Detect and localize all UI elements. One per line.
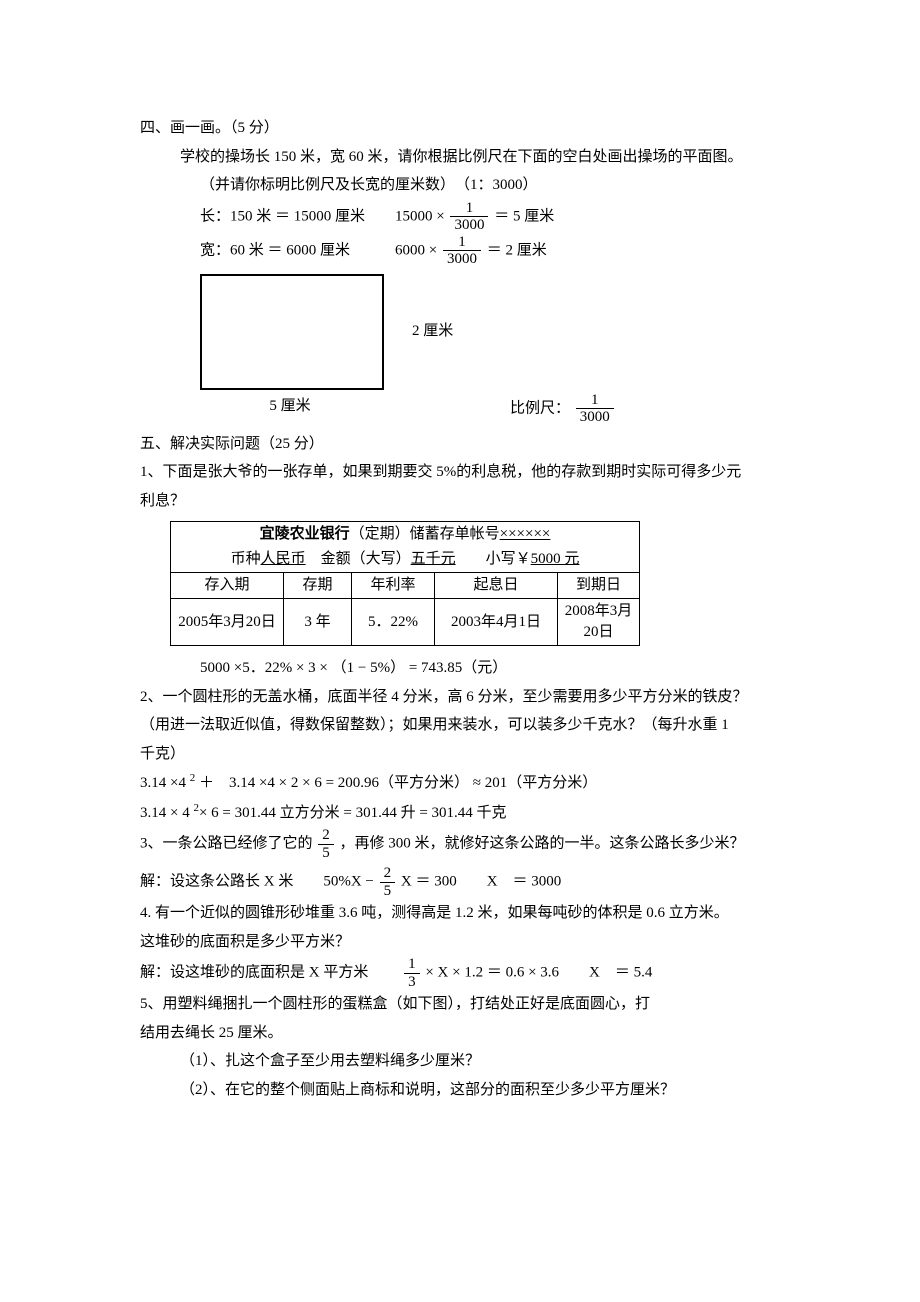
deposit-table: 宜陵农业银行（定期）储蓄存单帐号×××××× 币种人民币 金额（大写）五千元 小… — [170, 521, 640, 646]
q2-l3: 千克） — [140, 740, 780, 769]
cell-d3: 5．22% — [352, 599, 435, 646]
q2-c1: 3.14 ×4 2 ＋ 3.14 ×4 × 2 × 6 = 200.96（平方分… — [140, 768, 780, 798]
frac-num: 2 — [380, 865, 396, 883]
spacer — [380, 392, 510, 426]
section-5-title: 五、解决实际问题（25 分） — [140, 430, 780, 459]
frac-num: 1 — [443, 234, 481, 252]
rectangle-diagram: 2 厘米 — [140, 274, 780, 390]
q4-sol-pre: 解：设这堆砂的底面积是 X 平方米 — [140, 964, 398, 980]
frac-den: 5 — [318, 845, 334, 862]
bank-row-2: 币种人民币 金额（大写）五千元 小写￥5000 元 — [171, 547, 640, 573]
q2-l2: （用进一法取近似值，得数保留整数）；如果用来装水，可以装多少千克水？（每升水重 … — [140, 711, 780, 740]
q3-sol-pre: 解：设这条公路长 X 米 50%X − — [140, 873, 378, 889]
frac-den: 3 — [404, 974, 420, 991]
col-h2: 存期 — [284, 573, 352, 599]
bank-header-row: 宜陵农业银行（定期）储蓄存单帐号×××××× — [171, 522, 640, 548]
frac-num: 2 — [318, 827, 334, 845]
scale-label-wrap: 比例尺： 1 3000 — [510, 392, 616, 426]
currency-val: 人民币 — [261, 551, 306, 567]
rect-captions: 5 厘米 比例尺： 1 3000 — [140, 392, 780, 426]
bank-acct: ×××××× — [500, 526, 551, 542]
frac-num: 1 — [450, 200, 488, 218]
currency-label: 币种 — [231, 551, 261, 567]
q3-mid: ，再修 300 米，就修好这条公路的一半。这条公路长多少米？ — [340, 835, 745, 851]
q2-c2: 3.14 × 4 2× 6 = 301.44 立方分米 = 301.44 升 =… — [140, 798, 780, 828]
q4-sol: 解：设这堆砂的底面积是 X 平方米 1 3 × X × 1.2 ＝ 0.6 × … — [140, 956, 780, 990]
s4-length-suffix: ＝ 5 厘米 — [494, 208, 554, 224]
cell-d2: 3 年 — [284, 599, 352, 646]
q3-pre: 3、一条公路已经修了它的 — [140, 835, 313, 851]
cell-d4: 2003年4月1日 — [435, 599, 558, 646]
rect-height-label: 2 厘米 — [412, 317, 453, 346]
q1-line-b: 利息？ — [140, 487, 780, 516]
q5-s1: （1）、扎这个盒子至少用去塑料绳多少厘米？ — [140, 1047, 780, 1076]
q5-l1: 5、用塑料绳捆扎一个圆柱形的蛋糕盒（如下图），打结处正好是底面圆心，打 — [140, 990, 780, 1019]
frac-den: 3000 — [450, 217, 488, 234]
section-4-title: 四、画一画。（5 分） — [140, 114, 780, 143]
q2-c1b: ＋ 3.14 ×4 × 2 × 6 = 200.96（平方分米） ≈ 201（平… — [195, 775, 597, 791]
q2-c1a: 3.14 ×4 — [140, 775, 190, 791]
s4-desc-2: （并请你标明比例尺及长宽的厘米数） （1：3000） — [140, 171, 780, 200]
cell-d1: 2005年3月20日 — [171, 599, 284, 646]
fraction-1-3000: 1 3000 — [450, 200, 488, 234]
q4-l1: 4. 有一个近似的圆锥形砂堆重 3.6 吨，测得高是 1.2 米，如果每吨砂的体… — [140, 899, 780, 928]
fraction-1-3: 1 3 — [404, 956, 420, 990]
q3-sol: 解：设这条公路长 X 米 50%X − 2 5 X ＝ 300 X ＝ 3000 — [140, 865, 780, 899]
col-h5: 到期日 — [558, 573, 640, 599]
q1-line-a: 1、下面是张大爷的一张存单，如果到期要交 5%的利息税，他的存款到期时实际可得多… — [140, 458, 780, 487]
playground-rect — [200, 274, 384, 390]
s4-width-suffix: ＝ 2 厘米 — [487, 242, 547, 258]
frac-den: 5 — [380, 883, 396, 900]
q2-c2a: 3.14 × 4 — [140, 805, 193, 821]
q2-c2b: × 6 = 301.44 立方分米 = 301.44 升 = 301.44 千克 — [199, 805, 507, 821]
q5-l2: 结用去绳长 25 厘米。 — [140, 1019, 780, 1048]
scale-fraction: 1 3000 — [576, 392, 614, 426]
q4-l2: 这堆砂的底面积是多少平方米？ — [140, 928, 780, 957]
fraction-2-5: 2 5 — [318, 827, 334, 861]
frac-num: 1 — [404, 956, 420, 974]
q3-line: 3、一条公路已经修了它的 2 5 ，再修 300 米，就修好这条公路的一半。这条… — [140, 827, 780, 861]
s4-desc-1: 学校的操场长 150 米，宽 60 米，请你根据比例尺在下面的空白处画出操场的平… — [140, 143, 780, 172]
frac-num: 1 — [576, 392, 614, 410]
q4-sol-post: × X × 1.2 ＝ 0.6 × 3.6 X ＝ 5.4 — [425, 964, 652, 980]
s4-width-line: 宽：60 米 ＝ 6000 厘米 6000 × 1 3000 ＝ 2 厘米 — [140, 234, 780, 268]
q5-s2: （2）、在它的整个侧面贴上商标和说明，这部分的面积至少多少平方厘米？ — [140, 1076, 780, 1105]
col-h4: 起息日 — [435, 573, 558, 599]
bank-name: 宜陵农业银行 — [260, 526, 350, 542]
frac-den: 3000 — [443, 251, 481, 268]
amount-num-label: 小写￥ — [456, 551, 531, 567]
amount-cn: 五千元 — [411, 551, 456, 567]
frac-den: 3000 — [576, 409, 614, 426]
scale-label: 比例尺： — [510, 400, 570, 416]
s4-length-line: 长：150 米 ＝ 15000 厘米 15000 × 1 3000 ＝ 5 厘米 — [140, 200, 780, 234]
amount-num: 5000 元 — [531, 551, 580, 567]
deposit-table-wrap: 宜陵农业银行（定期）储蓄存单帐号×××××× 币种人民币 金额（大写）五千元 小… — [140, 521, 780, 646]
fraction-1-3000-b: 1 3000 — [443, 234, 481, 268]
cell-d5: 2008年3月20日 — [558, 599, 640, 646]
bank-rest: （定期）储蓄存单帐号 — [350, 526, 500, 542]
col-h1: 存入期 — [171, 573, 284, 599]
amount-label: 金额（大写） — [306, 551, 411, 567]
q2-l1: 2、一个圆柱形的无盖水桶，底面半径 4 分米，高 6 分米，至少需要用多少平方分… — [140, 683, 780, 712]
rect-width-label: 5 厘米 — [200, 392, 380, 426]
q3-sol-post: X ＝ 300 X ＝ 3000 — [401, 873, 561, 889]
s4-length-prefix: 长：150 米 ＝ 15000 厘米 15000 × — [200, 208, 445, 224]
q1-calc: 5000 ×5．22% × 3 × （1 − 5%） = 743.85（元） — [140, 654, 780, 683]
s4-width-prefix: 宽：60 米 ＝ 6000 厘米 6000 × — [200, 242, 437, 258]
col-h3: 年利率 — [352, 573, 435, 599]
fraction-2-5-b: 2 5 — [380, 865, 396, 899]
